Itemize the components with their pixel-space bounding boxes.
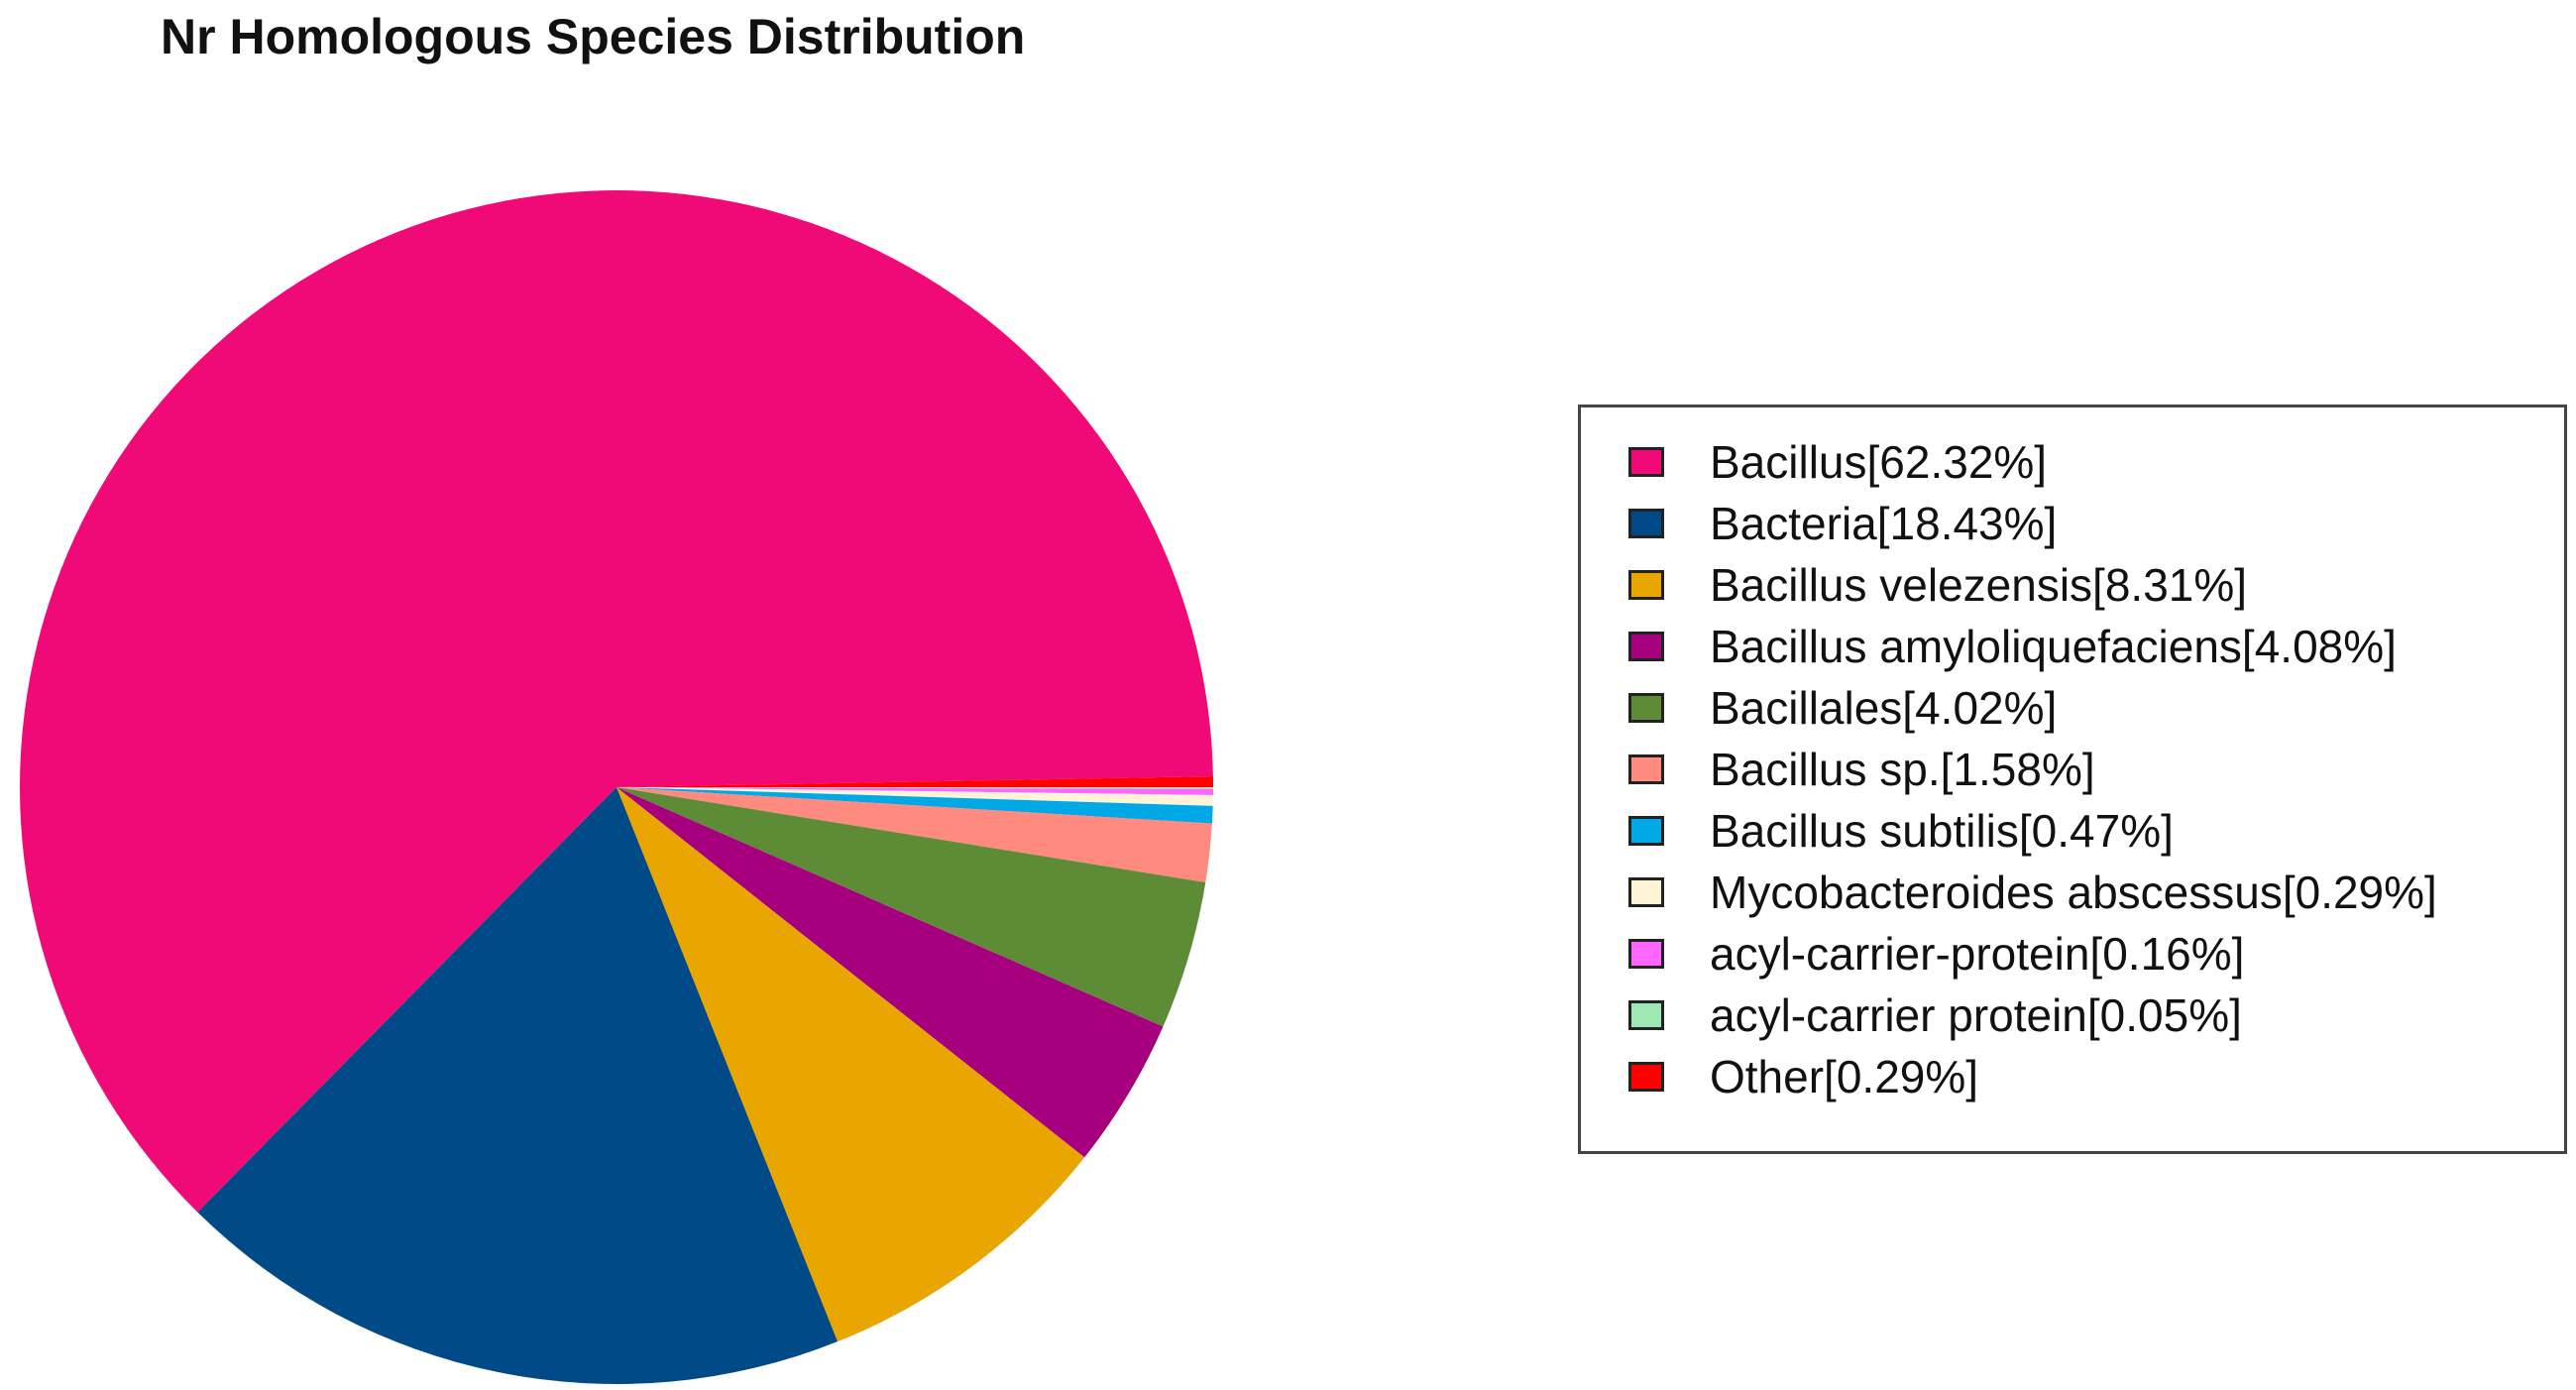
legend-label: Other[0.29%] bbox=[1710, 1051, 1979, 1102]
legend-label: Bacillus sp.[1.58%] bbox=[1710, 744, 2095, 795]
legend-swatch bbox=[1628, 816, 1664, 846]
legend-label: Bacillus amyloliquefaciens[4.08%] bbox=[1710, 621, 2397, 672]
pie-slices bbox=[19, 189, 1213, 1384]
legend: Bacillus[62.32%] Bacteria[18.43%] Bacillus… bbox=[1578, 405, 2567, 1154]
legend-item: Other[0.29%] bbox=[1628, 1046, 1978, 1107]
legend-label: Bacillus[62.32%] bbox=[1710, 436, 2048, 488]
pie-slice-other bbox=[616, 776, 1213, 787]
pie-slice-bacillus-amyloliquefaciens bbox=[616, 787, 1164, 1158]
legend-item: Bacillus sp.[1.58%] bbox=[1628, 739, 2095, 800]
legend-item: Bacillales[4.02%] bbox=[1628, 677, 2057, 739]
legend-item: acyl-carrier-protein[0.16%] bbox=[1628, 923, 2244, 985]
legend-swatch bbox=[1628, 939, 1664, 969]
pie-slice-acyl-carrier-protein bbox=[616, 787, 1213, 795]
legend-item: acyl-carrier protein[0.05%] bbox=[1628, 985, 2242, 1046]
legend-swatch bbox=[1628, 693, 1664, 723]
pie-slice-bacillus bbox=[19, 189, 1213, 1213]
legend-item: Bacteria[18.43%] bbox=[1628, 493, 2057, 554]
legend-swatch bbox=[1628, 570, 1664, 600]
chart-title: Nr Homologous Species Distribution bbox=[161, 9, 1026, 64]
legend-label: acyl-carrier-protein[0.16%] bbox=[1710, 928, 2245, 980]
pie-slice-bacteria bbox=[197, 787, 839, 1384]
legend-item: Bacillus[62.32%] bbox=[1628, 431, 2047, 493]
legend-label: acyl-carrier protein[0.05%] bbox=[1710, 989, 2242, 1041]
legend-item: Bacillus amyloliquefaciens[4.08%] bbox=[1628, 616, 2397, 677]
pie-slice-bacillus-sp bbox=[616, 787, 1212, 883]
legend-swatch bbox=[1628, 1062, 1664, 1092]
legend-label: Bacillus subtilis[0.47%] bbox=[1710, 805, 2174, 857]
legend-swatch bbox=[1628, 509, 1664, 538]
legend-swatch bbox=[1628, 877, 1664, 907]
legend-item: Bacillus velezensis[8.31%] bbox=[1628, 554, 2247, 616]
pie-slice-bacillus-subtilis bbox=[616, 787, 1213, 824]
pie-slice-bacillales bbox=[616, 787, 1206, 1027]
legend-label: Bacillus velezensis[8.31%] bbox=[1710, 559, 2248, 611]
legend-label: Bacillales[4.02%] bbox=[1710, 682, 2058, 734]
legend-item: Mycobacteroides abscessus[0.29%] bbox=[1628, 862, 2437, 923]
legend-swatch bbox=[1628, 754, 1664, 784]
legend-swatch bbox=[1628, 447, 1664, 477]
legend-label: Mycobacteroides abscessus[0.29%] bbox=[1710, 867, 2437, 918]
pie-slice-acyl-carrier-protein bbox=[616, 787, 1213, 789]
legend-swatch bbox=[1628, 1000, 1664, 1030]
pie-slice-bacillus-velezensis bbox=[616, 787, 1085, 1342]
legend-label: Bacteria[18.43%] bbox=[1710, 498, 2058, 549]
pie-slice-mycobacteroides-abscessus bbox=[616, 787, 1213, 806]
legend-swatch bbox=[1628, 632, 1664, 661]
legend-item: Bacillus subtilis[0.47%] bbox=[1628, 800, 2174, 862]
